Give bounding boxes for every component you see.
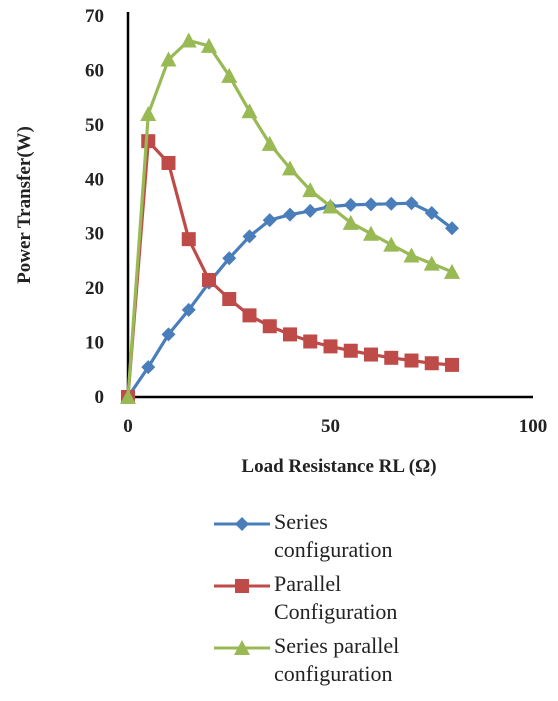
data-point [444, 263, 460, 279]
data-point [282, 160, 298, 176]
data-point [202, 272, 216, 287]
series-1 [121, 196, 459, 404]
data-point [404, 196, 419, 211]
data-point [423, 255, 440, 271]
legend-item-series: Series configuration [212, 508, 512, 570]
y-tick-label: 10 [85, 333, 104, 354]
data-point [222, 251, 237, 266]
y-tick-label: 60 [85, 60, 104, 81]
data-point [161, 327, 176, 342]
data-point [424, 206, 439, 221]
data-point [181, 232, 196, 247]
series-line [126, 139, 453, 398]
data-point [404, 353, 419, 368]
data-point [363, 225, 379, 241]
y-tick-label: 20 [85, 278, 104, 299]
chart-area: 0 10 20 30 40 50 60 70 0 50 100 Power Transfer(W)… [14, 6, 547, 477]
data-point [161, 155, 176, 170]
data-point [283, 327, 297, 342]
data-point [120, 389, 136, 404]
data-point [445, 357, 459, 372]
y-tick-labels: 0 10 20 30 40 50 60 70 [85, 6, 104, 408]
data-point [160, 51, 177, 67]
data-point [283, 207, 297, 222]
data-point [343, 197, 358, 212]
data-point [364, 197, 378, 212]
data-point [384, 196, 399, 211]
x-tick-label: 50 [321, 416, 340, 437]
data-point [180, 32, 197, 48]
x-axis-label: Load Resistance RL (Ω) [241, 456, 436, 477]
data-point [242, 308, 257, 323]
data-point [141, 360, 156, 375]
x-tick-labels: 0 50 100 [123, 416, 547, 437]
y-tick-label: 40 [85, 169, 104, 190]
data-point [140, 105, 157, 121]
data-point [201, 37, 217, 53]
data-point [303, 334, 318, 349]
data-point [261, 135, 278, 151]
data-point [222, 292, 237, 307]
legend-label-series: Series configuration [274, 509, 393, 562]
data-point [342, 214, 359, 230]
series-2 [121, 134, 459, 404]
data-point [221, 67, 238, 83]
data-point [343, 343, 358, 358]
y-axis-label: Power Transfer(W) [14, 126, 35, 284]
data-point [445, 221, 459, 236]
y-tick-label: 70 [85, 6, 104, 27]
data-point [384, 350, 399, 365]
data-point [303, 203, 318, 218]
data-point [403, 247, 420, 263]
plot-series [120, 32, 460, 404]
legend-marker-series-parallel [214, 640, 270, 655]
data-point [241, 103, 258, 119]
legend-marker-series [214, 517, 270, 531]
data-point [302, 182, 319, 198]
data-point [424, 356, 439, 371]
x-tick-label: 0 [123, 416, 133, 437]
legend-item-series-parallel: Series parallel configuration [212, 632, 512, 694]
y-tick-label: 50 [85, 115, 104, 136]
data-point [323, 339, 338, 354]
y-tick-label: 30 [85, 224, 104, 245]
legend-label-parallel: Parallel Configuration [274, 571, 398, 624]
legend-label-series-parallel: Series parallel configuration [274, 633, 400, 686]
axes [126, 12, 533, 399]
data-point [364, 347, 378, 362]
series-line [126, 201, 453, 398]
data-point [383, 236, 400, 252]
data-point [322, 198, 339, 214]
x-tick-label: 100 [519, 416, 548, 437]
data-point [262, 213, 277, 228]
legend-item-parallel: Parallel Configuration [212, 570, 512, 632]
data-point [242, 229, 257, 244]
y-tick-label: 0 [95, 387, 105, 408]
legend: Series configuration Parallel Configurat… [212, 508, 512, 694]
series-3 [120, 32, 460, 404]
data-point [262, 319, 277, 334]
data-point [181, 302, 196, 317]
legend-marker-parallel [214, 579, 270, 593]
